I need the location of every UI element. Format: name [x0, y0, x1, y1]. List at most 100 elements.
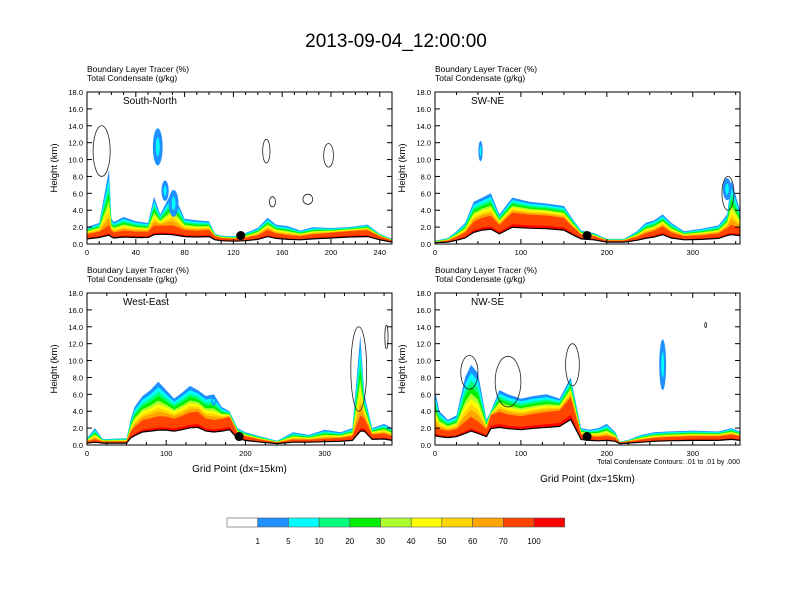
colorbar-swatch — [472, 517, 504, 528]
condensate-contour — [704, 322, 707, 329]
tracer-blob-core — [725, 183, 729, 195]
x-tick-label: 0 — [85, 449, 89, 458]
colorbar-label: 1 — [255, 537, 260, 546]
colorbar-swatch — [288, 517, 320, 528]
colorbar-swatch — [380, 517, 412, 528]
x-tick-label: 160 — [276, 248, 289, 257]
tracer-blob-core — [163, 185, 167, 196]
x-tick-label: 100 — [515, 248, 528, 257]
y-tick-label: 4.0 — [421, 206, 431, 215]
condensate-contour — [384, 324, 389, 350]
condensate-contour — [350, 326, 368, 412]
x-tick-label: 240 — [374, 248, 387, 257]
y-axis-label: Height (km) — [49, 143, 60, 192]
y-tick-label: 0.0 — [73, 240, 83, 249]
x-tick-label: 200 — [601, 449, 614, 458]
x-tick-label: 0 — [433, 449, 437, 458]
y-axis-label: Height (km) — [49, 344, 60, 393]
contour-footnote: Total Condensate Contours: .01 to .01 by… — [597, 459, 740, 466]
colorbar-label: 40 — [407, 537, 416, 546]
y-tick-label: 14.0 — [416, 122, 431, 131]
panel-label: South-North — [123, 96, 177, 107]
y-tick-label: 10.0 — [68, 357, 83, 366]
condensate-contour — [92, 125, 111, 177]
tracer-blob-core — [171, 196, 176, 211]
y-tick-label: 4.0 — [73, 407, 83, 416]
y-tick-label: 16.0 — [68, 306, 83, 315]
tracer-blob-core — [479, 146, 482, 157]
colorbar-swatch — [410, 517, 443, 528]
panel-nw-se: 0.0 2.0 4.0 6.0 8.0 10.0 12.0 14.0 16.0 18.0 0 100 2… — [397, 265, 741, 485]
location-marker — [234, 432, 244, 442]
y-tick-label: 12.0 — [68, 139, 83, 148]
condensate-contour — [302, 193, 314, 205]
panel-sw-ne: 0.0 2.0 4.0 6.0 8.0 10.0 12.0 14.0 16.0 18.0 0 100 2… — [397, 64, 741, 257]
y-tick-label: 2.0 — [73, 424, 83, 433]
x-tick-label: 120 — [227, 248, 240, 257]
plot-area — [435, 140, 740, 244]
colorbar-swatch — [257, 517, 289, 528]
y-tick-label: 8.0 — [73, 172, 83, 181]
y-tick-label: 6.0 — [73, 189, 83, 198]
panel-label: SW-NE — [471, 96, 504, 107]
colorbar-swatch — [533, 517, 566, 528]
y-tick-label: 6.0 — [73, 390, 83, 399]
y-tick-label: 8.0 — [73, 373, 83, 382]
y-tick-label: 0.0 — [421, 441, 431, 450]
y-tick-label: 2.0 — [421, 424, 431, 433]
plot-frame — [86, 292, 393, 446]
condensate-contour — [565, 343, 580, 387]
colorbar-swatch — [349, 517, 381, 528]
terrain — [435, 419, 740, 445]
x-tick-label: 100 — [515, 449, 528, 458]
x-tick-label: 300 — [686, 248, 699, 257]
x-tick-label: 200 — [325, 248, 338, 257]
terrain — [435, 227, 740, 244]
y-tick-label: 8.0 — [421, 373, 431, 382]
x-tick-label: 40 — [132, 248, 140, 257]
colorbar-swatch — [502, 517, 535, 528]
y-tick-label: 0.0 — [421, 240, 431, 249]
colorbar-label: 50 — [437, 537, 446, 546]
colorbar-swatch — [226, 517, 259, 528]
y-tick-label: 16.0 — [416, 105, 431, 114]
terrain — [87, 234, 392, 244]
tracer-blob-core — [212, 398, 215, 404]
y-tick-label: 18.0 — [68, 289, 83, 298]
location-marker — [582, 231, 592, 241]
plot-frame — [86, 91, 393, 245]
colorbar-label: 30 — [376, 537, 385, 546]
y-tick-label: 4.0 — [421, 407, 431, 416]
x-tick-label: 300 — [318, 449, 331, 458]
y-tick-label: 12.0 — [68, 340, 83, 349]
panel-south-north: 0.0 2.0 4.0 6.0 8.0 10.0 12.0 14.0 16.0 18.0 0 40 80… — [49, 64, 393, 257]
x-tick-label: 200 — [601, 248, 614, 257]
panel-title-line: Total Condensate (g/kg) — [435, 73, 525, 83]
y-tick-label: 0.0 — [73, 441, 83, 450]
panel-title-line: Total Condensate (g/kg) — [87, 73, 177, 83]
y-tick-label: 18.0 — [416, 289, 431, 298]
colorbar: 1 5 10 20 30 40 50 60 70 100 — [226, 517, 566, 546]
colorbar-label: 60 — [468, 537, 477, 546]
panel-title-line: Boundary Layer Tracer (%) — [435, 64, 537, 74]
condensate-contour — [262, 138, 271, 164]
plot-frame — [434, 292, 741, 446]
location-marker — [236, 231, 246, 241]
panel-label: West-East — [123, 297, 169, 308]
panel-title-line: Boundary Layer Tracer (%) — [87, 265, 189, 275]
terrain-outline — [87, 233, 392, 243]
tracer-blob-core — [155, 137, 160, 157]
y-tick-label: 2.0 — [73, 223, 83, 232]
colorbar-label: 100 — [527, 537, 541, 546]
panel-title-line: Boundary Layer Tracer (%) — [435, 265, 537, 275]
condensate-contour — [494, 355, 522, 408]
y-axis-label: Height (km) — [397, 344, 408, 393]
colorbar-label: 5 — [286, 537, 291, 546]
y-tick-label: 18.0 — [416, 88, 431, 97]
colorbar-label: 10 — [315, 537, 324, 546]
y-tick-label: 6.0 — [421, 189, 431, 198]
condensate-contour — [460, 355, 479, 390]
plot-frame — [434, 91, 741, 245]
plot-area — [435, 322, 740, 445]
